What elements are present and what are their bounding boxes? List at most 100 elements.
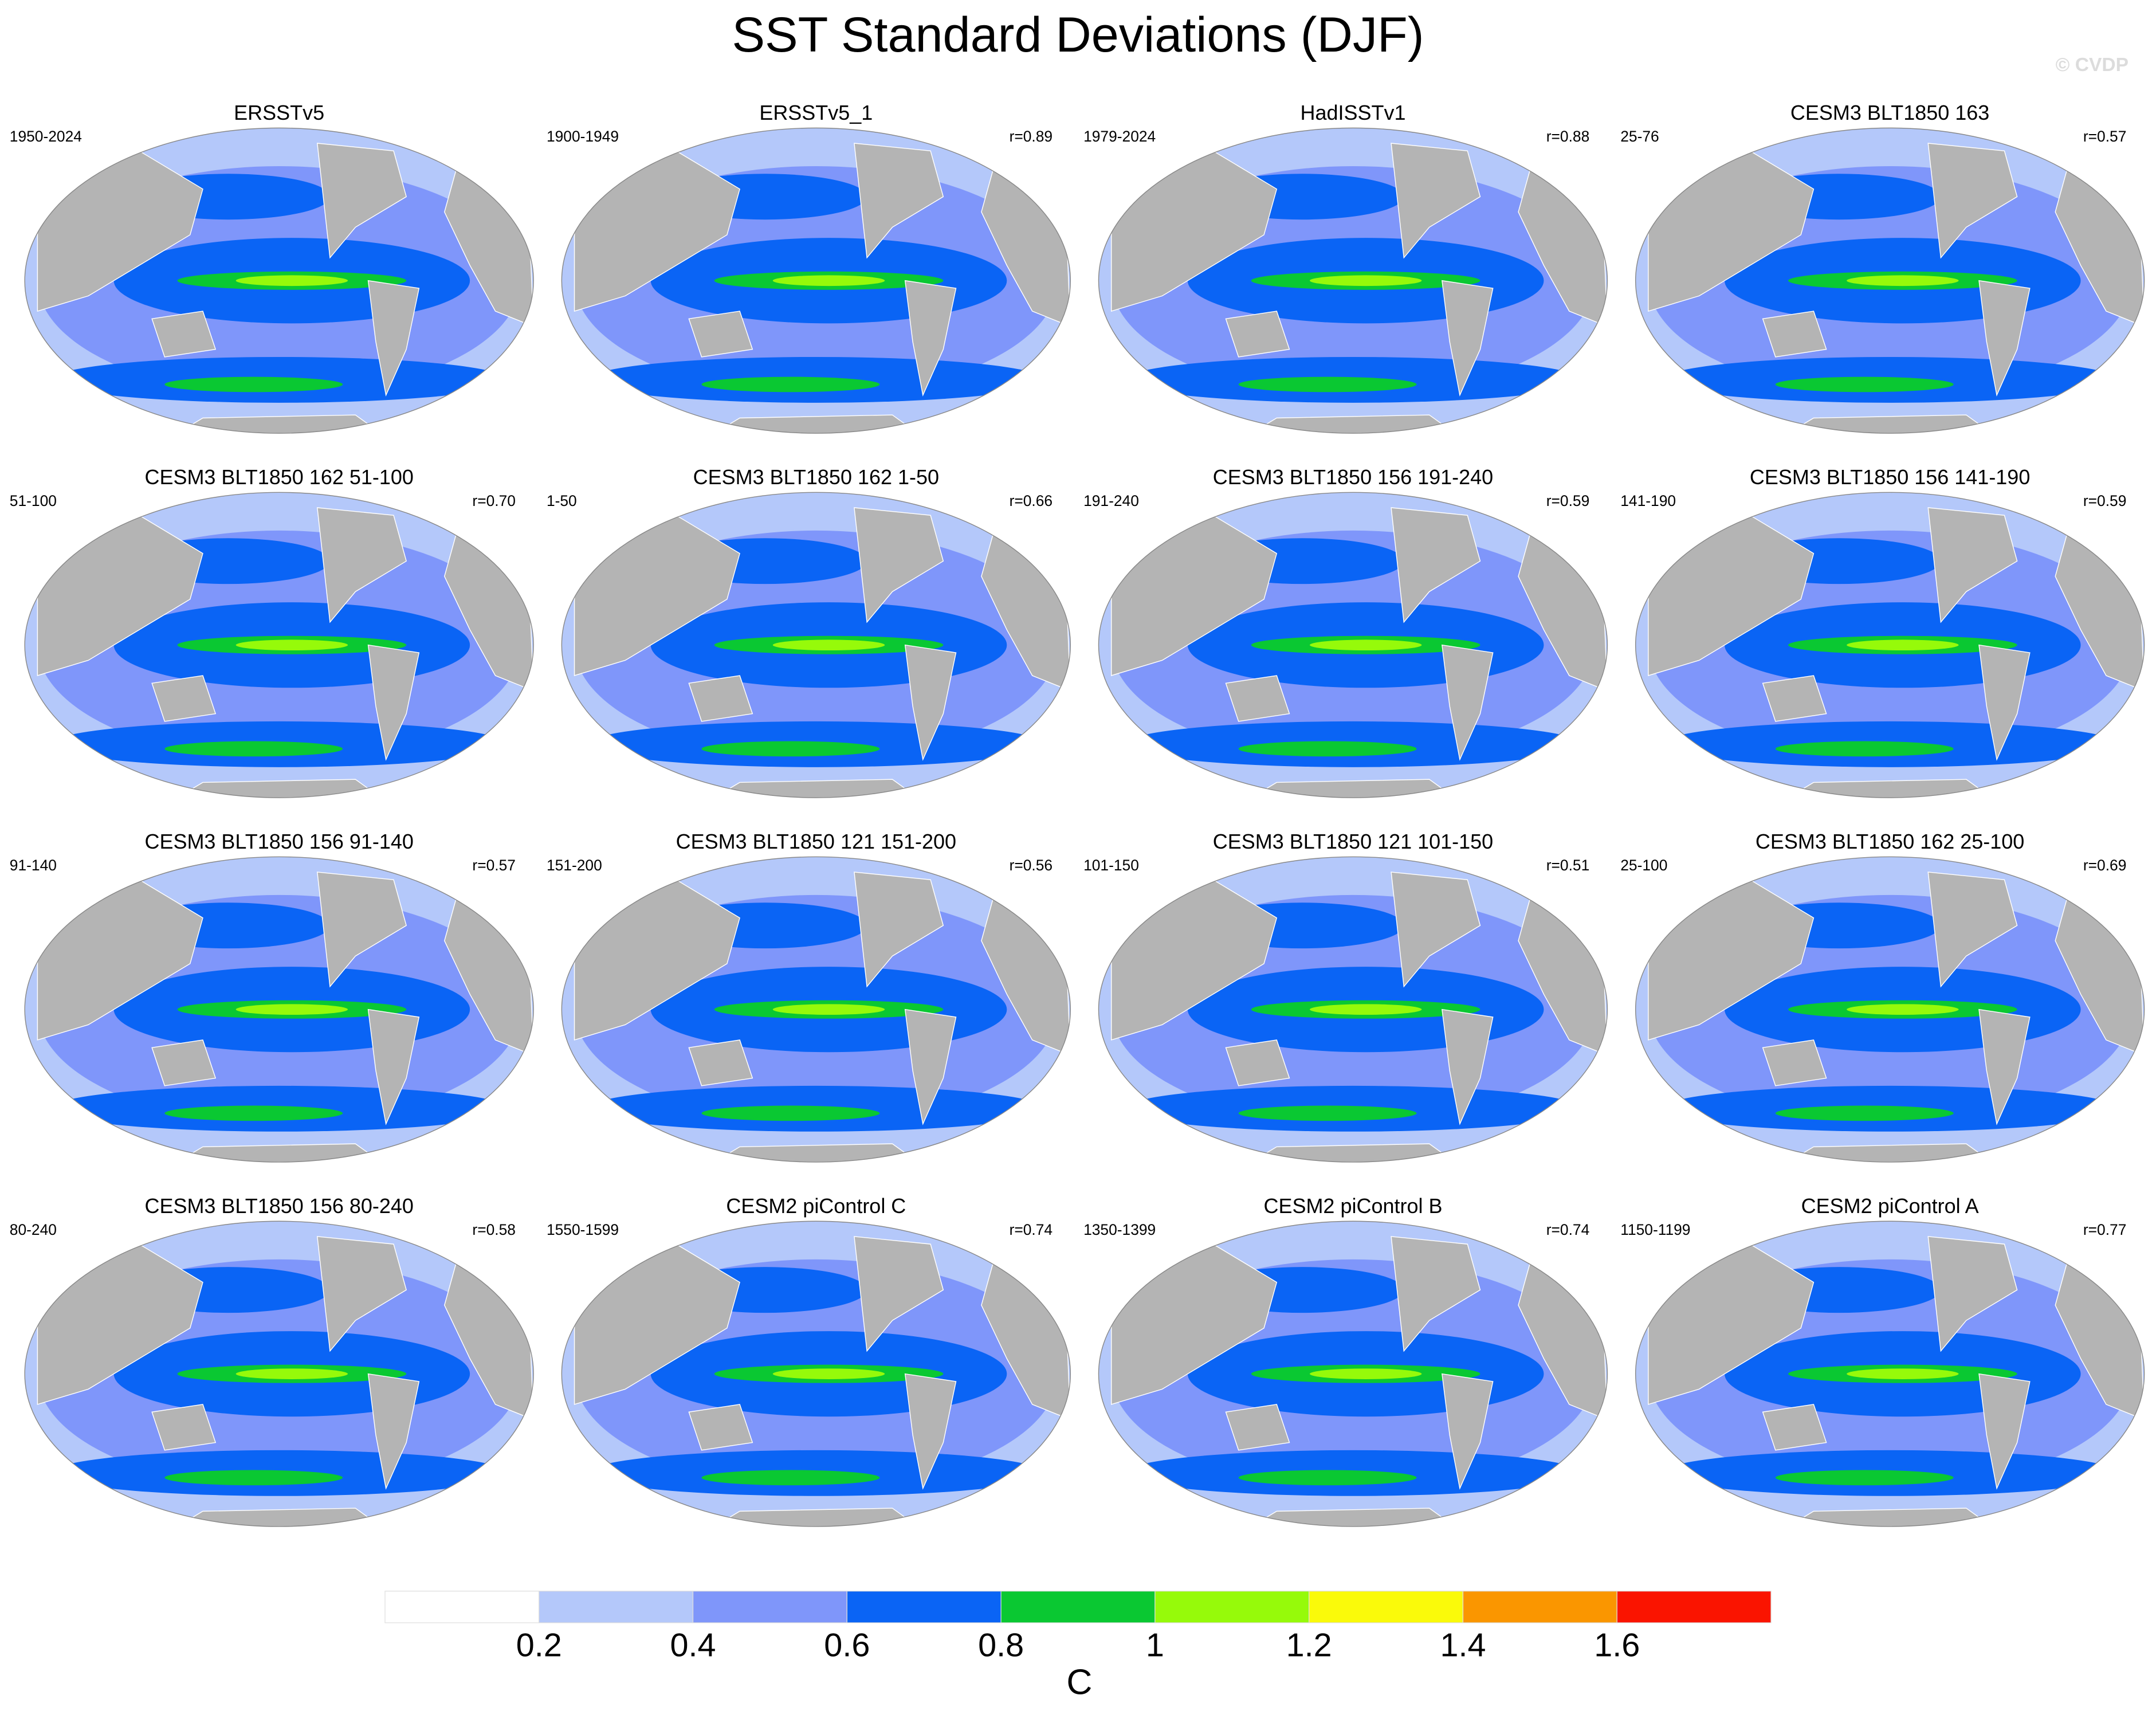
map-border: [1098, 127, 1608, 434]
map-panel: CESM3 BLT1850 156 141-190 141-190 r=0.59: [1620, 465, 2145, 798]
land: [1110, 150, 1278, 312]
sst-field: [1238, 741, 1417, 757]
colorbar-tick-label: 1.4: [1440, 1627, 1486, 1663]
panel-title: ERSSTv5_1: [759, 101, 873, 124]
colorbar-box: [1154, 1591, 1310, 1623]
land: [316, 872, 407, 988]
colorbar-box: [1462, 1591, 1617, 1623]
land: [1786, 1508, 1993, 1527]
land: [1225, 1039, 1290, 1086]
map: [25, 857, 534, 1163]
land: [1927, 1236, 2018, 1352]
land: [904, 1373, 957, 1490]
map: [1635, 128, 2145, 434]
map: [25, 1221, 534, 1527]
land: [1391, 143, 1481, 259]
sst-field: [235, 639, 348, 651]
land: [316, 1236, 407, 1352]
map-border: [1635, 1220, 2145, 1527]
map-panel: CESM2 piControl A 1150-1199 r=0.77: [1620, 1194, 2145, 1527]
map-panel: CESM3 BLT1850 163 25-76 r=0.57: [1620, 101, 2145, 434]
land: [151, 1404, 217, 1451]
map: [561, 857, 1071, 1163]
land: [854, 1236, 944, 1352]
land: [37, 515, 203, 676]
map-panel: CESM3 BLT1850 162 51-100 51-100 r=0.70: [10, 465, 534, 798]
panel-correlation: r=0.56: [1010, 857, 1053, 874]
land: [175, 414, 382, 434]
sst-field: [1238, 376, 1417, 393]
sst-field: [701, 741, 880, 757]
land: [1442, 644, 1494, 761]
map-border: [561, 492, 1071, 798]
panel-period: 1979-2024: [1083, 128, 1156, 145]
land: [316, 507, 407, 623]
panel-title: CESM3 BLT1850 162 1-50: [693, 465, 939, 489]
map: [1635, 857, 2145, 1163]
map-border: [1635, 856, 2145, 1163]
land: [574, 150, 740, 312]
land: [1648, 515, 1815, 676]
map: [561, 1221, 1071, 1527]
map-border: [561, 856, 1071, 1163]
panel-period: 191-240: [1083, 492, 1139, 509]
land: [37, 150, 203, 312]
land: [1391, 1236, 1481, 1352]
land: [367, 1373, 420, 1490]
sst-field: [1775, 376, 1954, 393]
panel-title: HadISSTv1: [1300, 101, 1405, 124]
colorbar-tick-label: 0.6: [824, 1627, 870, 1663]
land: [1762, 675, 1827, 722]
panel-period: 91-140: [10, 857, 57, 874]
panel-period: 25-100: [1620, 857, 1667, 874]
colorbar-tick-label: 1.6: [1594, 1627, 1640, 1663]
panel-title: ERSSTv5: [234, 101, 324, 124]
land: [1786, 414, 1993, 434]
land: [713, 1508, 920, 1527]
land: [1927, 143, 2018, 259]
map-panel: CESM3 BLT1850 121 151-200 151-200 r=0.56: [547, 830, 1071, 1163]
land: [854, 872, 944, 988]
panel-period: 101-150: [1083, 857, 1139, 874]
colorbar-box: [846, 1591, 1002, 1623]
panel-correlation: r=0.57: [2083, 128, 2127, 145]
colorbar-tick-label: 0.4: [670, 1627, 716, 1663]
land: [1442, 1008, 1494, 1125]
sst-field: [1847, 1004, 1959, 1015]
map: [1098, 492, 1608, 798]
sst-field: [1847, 639, 1959, 651]
panel-correlation: r=0.51: [1546, 857, 1590, 874]
land: [151, 311, 217, 358]
map-border: [1098, 1220, 1608, 1527]
land: [1927, 507, 2018, 623]
panel-correlation: r=0.89: [1010, 128, 1053, 145]
land: [1250, 1143, 1456, 1163]
map-panel: CESM3 BLT1850 121 101-150 101-150 r=0.51: [1083, 830, 1608, 1163]
land: [574, 515, 740, 676]
land: [1225, 311, 1290, 358]
panel-correlation: r=0.77: [2083, 1221, 2127, 1238]
panel-title: CESM3 BLT1850 162 25-100: [1756, 830, 2024, 853]
sst-field: [235, 1368, 348, 1379]
land: [1648, 1243, 1815, 1405]
panel-period: 1550-1599: [547, 1221, 619, 1238]
panel-correlation: r=0.74: [1546, 1221, 1590, 1238]
colorbar-tick-label: 0.8: [978, 1627, 1024, 1663]
land: [1250, 414, 1456, 434]
colorbar-tick-label: 1.2: [1286, 1627, 1332, 1663]
colorbar-tick-label: 1: [1146, 1627, 1164, 1663]
land: [1250, 779, 1456, 798]
panel-period: 1150-1199: [1620, 1221, 1690, 1238]
sst-field: [1309, 1004, 1422, 1015]
land: [1110, 1243, 1278, 1405]
panel-title: CESM2 piControl B: [1263, 1194, 1442, 1218]
panel-correlation: r=0.58: [472, 1221, 516, 1238]
land: [1442, 280, 1494, 397]
land: [1648, 150, 1815, 312]
map-border: [24, 1220, 534, 1527]
land: [1927, 872, 2018, 988]
map-border: [1098, 492, 1608, 798]
land: [37, 1243, 203, 1405]
map-border: [1098, 856, 1608, 1163]
